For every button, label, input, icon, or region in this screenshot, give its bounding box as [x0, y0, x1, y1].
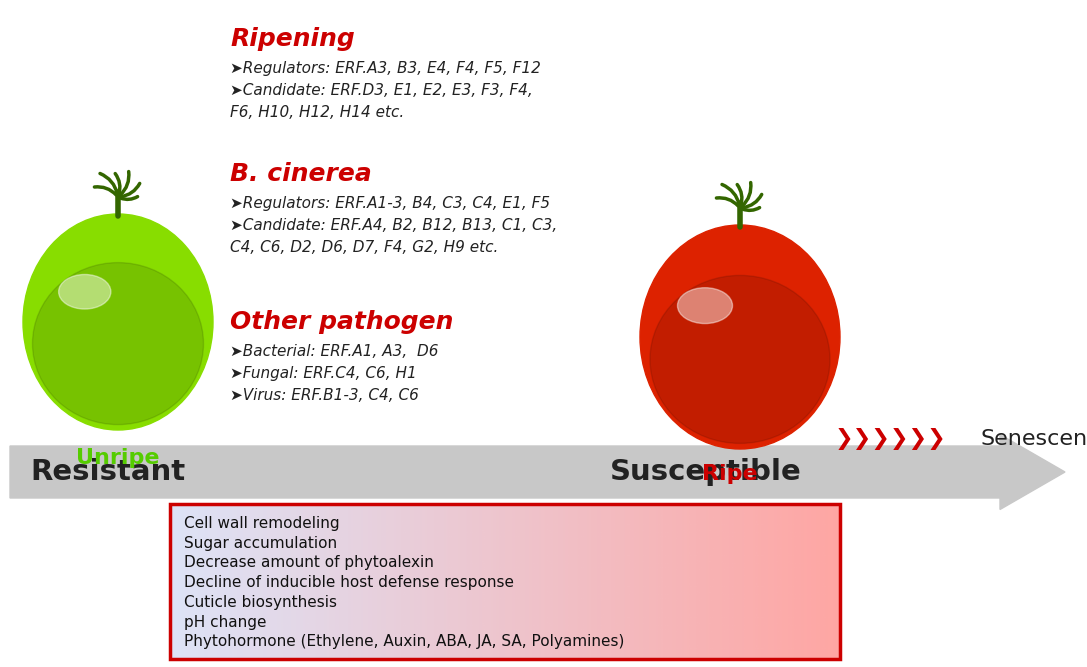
- Text: Unripe: Unripe: [76, 448, 160, 468]
- Ellipse shape: [650, 275, 830, 444]
- Text: ➤Virus: ERF.B1-3, C4, C6: ➤Virus: ERF.B1-3, C4, C6: [230, 388, 418, 403]
- Text: C4, C6, D2, D6, D7, F4, G2, H9 etc.: C4, C6, D2, D6, D7, F4, G2, H9 etc.: [230, 240, 498, 255]
- Text: pH change: pH change: [184, 615, 266, 630]
- Text: ➤Regulators: ERF.A1-3, B4, C3, C4, E1, F5: ➤Regulators: ERF.A1-3, B4, C3, C4, E1, F…: [230, 196, 550, 211]
- Text: Phytohormone (Ethylene, Auxin, ABA, JA, SA, Polyamines): Phytohormone (Ethylene, Auxin, ABA, JA, …: [184, 634, 624, 650]
- Text: Ripe: Ripe: [702, 464, 758, 484]
- Ellipse shape: [677, 287, 733, 323]
- Text: Susceptible: Susceptible: [610, 458, 802, 486]
- Text: Other pathogen: Other pathogen: [230, 310, 453, 334]
- Text: ➤Regulators: ERF.A3, B3, E4, F4, F5, F12: ➤Regulators: ERF.A3, B3, E4, F4, F5, F12: [230, 61, 541, 76]
- Text: Resistant: Resistant: [30, 458, 185, 486]
- Text: F6, H10, H12, H14 etc.: F6, H10, H12, H14 etc.: [230, 105, 404, 120]
- Text: B. cinerea: B. cinerea: [230, 162, 372, 186]
- Text: ❯❯❯❯❯❯: ❯❯❯❯❯❯: [835, 428, 947, 450]
- Text: Decline of inducible host defense response: Decline of inducible host defense respon…: [184, 575, 514, 590]
- Ellipse shape: [59, 275, 111, 309]
- Text: Sugar accumulation: Sugar accumulation: [184, 536, 337, 551]
- Ellipse shape: [23, 214, 213, 430]
- Text: Ripening: Ripening: [230, 27, 354, 51]
- Text: ➤Candidate: ERF.D3, E1, E2, E3, F3, F4,: ➤Candidate: ERF.D3, E1, E2, E3, F3, F4,: [230, 83, 533, 98]
- FancyArrow shape: [10, 434, 1065, 510]
- Ellipse shape: [33, 263, 203, 425]
- Text: ➤Bacterial: ERF.A1, A3,  D6: ➤Bacterial: ERF.A1, A3, D6: [230, 344, 438, 359]
- Ellipse shape: [640, 225, 840, 449]
- Text: Decrease amount of phytoalexin: Decrease amount of phytoalexin: [184, 556, 434, 570]
- Text: ➤Fungal: ERF.C4, C6, H1: ➤Fungal: ERF.C4, C6, H1: [230, 366, 416, 381]
- Text: ➤Candidate: ERF.A4, B2, B12, B13, C1, C3,: ➤Candidate: ERF.A4, B2, B12, B13, C1, C3…: [230, 218, 558, 233]
- Text: Cell wall remodeling: Cell wall remodeling: [184, 516, 339, 531]
- Text: Senescent: Senescent: [980, 429, 1087, 449]
- Text: Cuticle biosynthesis: Cuticle biosynthesis: [184, 595, 337, 610]
